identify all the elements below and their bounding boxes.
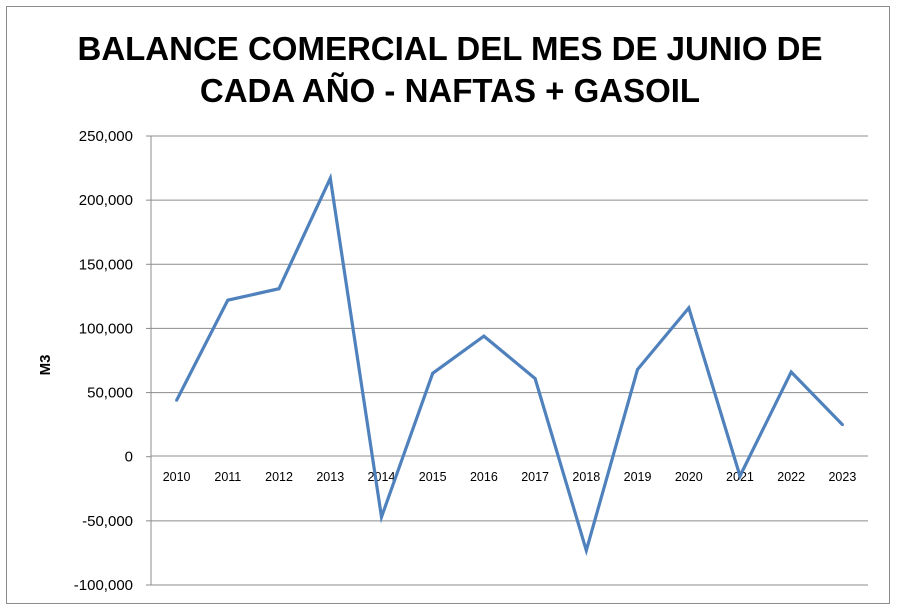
data-point: [738, 474, 742, 478]
y-tick-label: -100,000: [74, 577, 133, 594]
data-point: [277, 287, 281, 291]
y-tick-label: 100,000: [79, 320, 133, 337]
series-line: [175, 172, 844, 557]
y-tick-label: 250,000: [79, 128, 133, 145]
data-point: [431, 371, 435, 375]
chart-title-line-2: CADA AÑO - NAFTAS + GASOIL: [199, 72, 701, 109]
y-tick-label: 50,000: [87, 385, 133, 402]
x-tick-label: 2022: [777, 470, 805, 484]
chart-frame: [6, 6, 890, 604]
y-tick-label: 0: [125, 449, 133, 466]
x-tick-label: 2018: [572, 470, 600, 484]
data-point: [379, 515, 383, 519]
x-tick-label: 2016: [470, 470, 498, 484]
series-group: [175, 172, 844, 557]
chart-title: BALANCE COMERCIAL DEL MES DE JUNIO DE CA…: [0, 28, 900, 112]
y-tick-label: -50,000: [82, 513, 133, 530]
x-tick-label: 2017: [521, 470, 549, 484]
axes: [146, 135, 868, 586]
data-point: [482, 334, 486, 338]
data-point: [584, 548, 588, 552]
y-axis-label: M3: [37, 355, 54, 376]
x-tick-label: 2015: [419, 470, 447, 484]
x-tick-label: 2020: [675, 470, 703, 484]
x-tick-label: 2023: [828, 470, 856, 484]
chart-title-line-1: BALANCE COMERCIAL DEL MES DE JUNIO DE: [77, 30, 823, 67]
data-point: [533, 376, 537, 380]
x-tick-labels: 2010 2011 2012 2013 2014 2015 2016 2017 2018 2019…: [163, 470, 857, 484]
data-point: [789, 370, 793, 374]
x-tick-label: 2014: [368, 470, 396, 484]
x-tick-label: 2013: [316, 470, 344, 484]
y-tick-label: 150,000: [79, 256, 133, 273]
data-point: [328, 176, 332, 180]
data-point: [175, 398, 179, 402]
x-tick-label: 2011: [214, 470, 241, 484]
data-point: [840, 423, 844, 427]
data-point: [636, 367, 640, 371]
data-point: [226, 298, 230, 302]
y-tick-labels: 250,000 200,000 150,000 100,000 50,000 0 -50,0…: [74, 128, 133, 594]
data-point: [687, 306, 691, 310]
x-tick-label: 2019: [624, 470, 652, 484]
x-tick-label: 2012: [265, 470, 293, 484]
x-tick-label: 2010: [163, 470, 191, 484]
y-tick-label: 200,000: [79, 192, 133, 209]
gridlines: [151, 135, 868, 586]
